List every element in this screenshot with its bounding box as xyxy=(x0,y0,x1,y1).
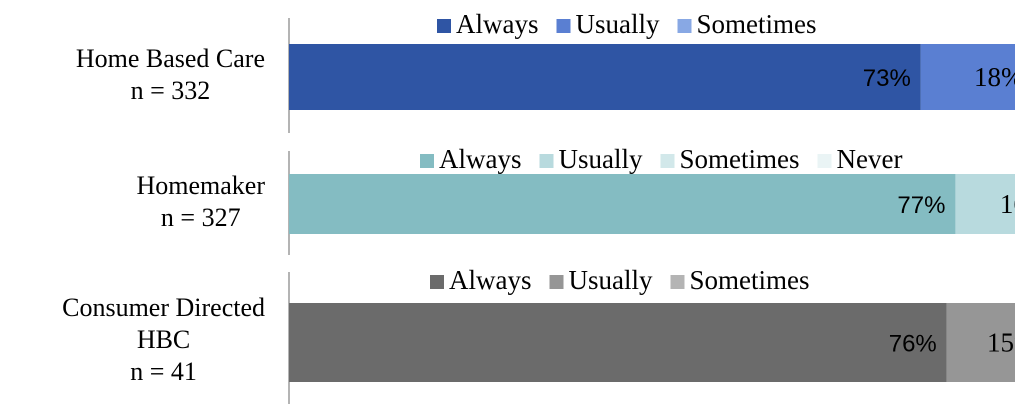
legend-swatch xyxy=(556,19,571,33)
legend-label: Usually xyxy=(559,144,643,174)
legend-swatch xyxy=(677,19,692,33)
legend-label: Sometimes xyxy=(680,144,800,174)
data-label: 77% xyxy=(897,192,945,219)
legend-swatch xyxy=(430,275,444,289)
data-label: 73% xyxy=(863,65,911,92)
legend-label: Always xyxy=(449,265,532,295)
bar-segment xyxy=(289,44,921,110)
row-label-line: HBC xyxy=(136,325,191,354)
legend-swatch xyxy=(437,19,451,33)
bar-segment xyxy=(920,44,1015,110)
bar-segment xyxy=(289,303,947,382)
row-label-homemaker: Homemaker n = 327 xyxy=(136,170,265,234)
legend-swatch xyxy=(670,275,685,289)
legend-swatch xyxy=(420,154,434,168)
row-label-line: Home Based Care xyxy=(75,44,265,73)
row-label-line: n = 332 xyxy=(130,76,211,105)
row-label-line: n = 327 xyxy=(160,203,241,232)
legend-label: Always xyxy=(456,9,539,39)
bar-segment xyxy=(946,303,1015,382)
bar-segment xyxy=(289,174,956,234)
legend-label: Sometimes xyxy=(690,265,810,295)
legend-label: Usually xyxy=(576,9,660,39)
data-label: 15% xyxy=(987,328,1015,358)
row-label-line: n = 41 xyxy=(130,357,197,386)
legend-swatch xyxy=(660,154,675,168)
data-label: 18% xyxy=(974,62,1015,92)
bar-segment xyxy=(955,174,1015,234)
legend-swatch xyxy=(539,154,554,168)
legend-label: Never xyxy=(837,144,903,174)
legend-swatch xyxy=(817,154,832,168)
legend-label: Always xyxy=(439,144,522,174)
data-label: 16% xyxy=(1000,189,1015,219)
legend-label: Usually xyxy=(569,265,653,295)
row-label-line: Consumer Directed xyxy=(62,293,265,322)
row-label-consumer-directed-hbc: Consumer Directed HBC n = 41 xyxy=(62,292,265,388)
data-label: 76% xyxy=(889,331,937,358)
row-label-line: Homemaker xyxy=(136,171,265,200)
legend-swatch xyxy=(549,275,564,289)
row-label-home-based-care: Home Based Care n = 332 xyxy=(76,43,265,107)
legend-label: Sometimes xyxy=(697,9,817,39)
